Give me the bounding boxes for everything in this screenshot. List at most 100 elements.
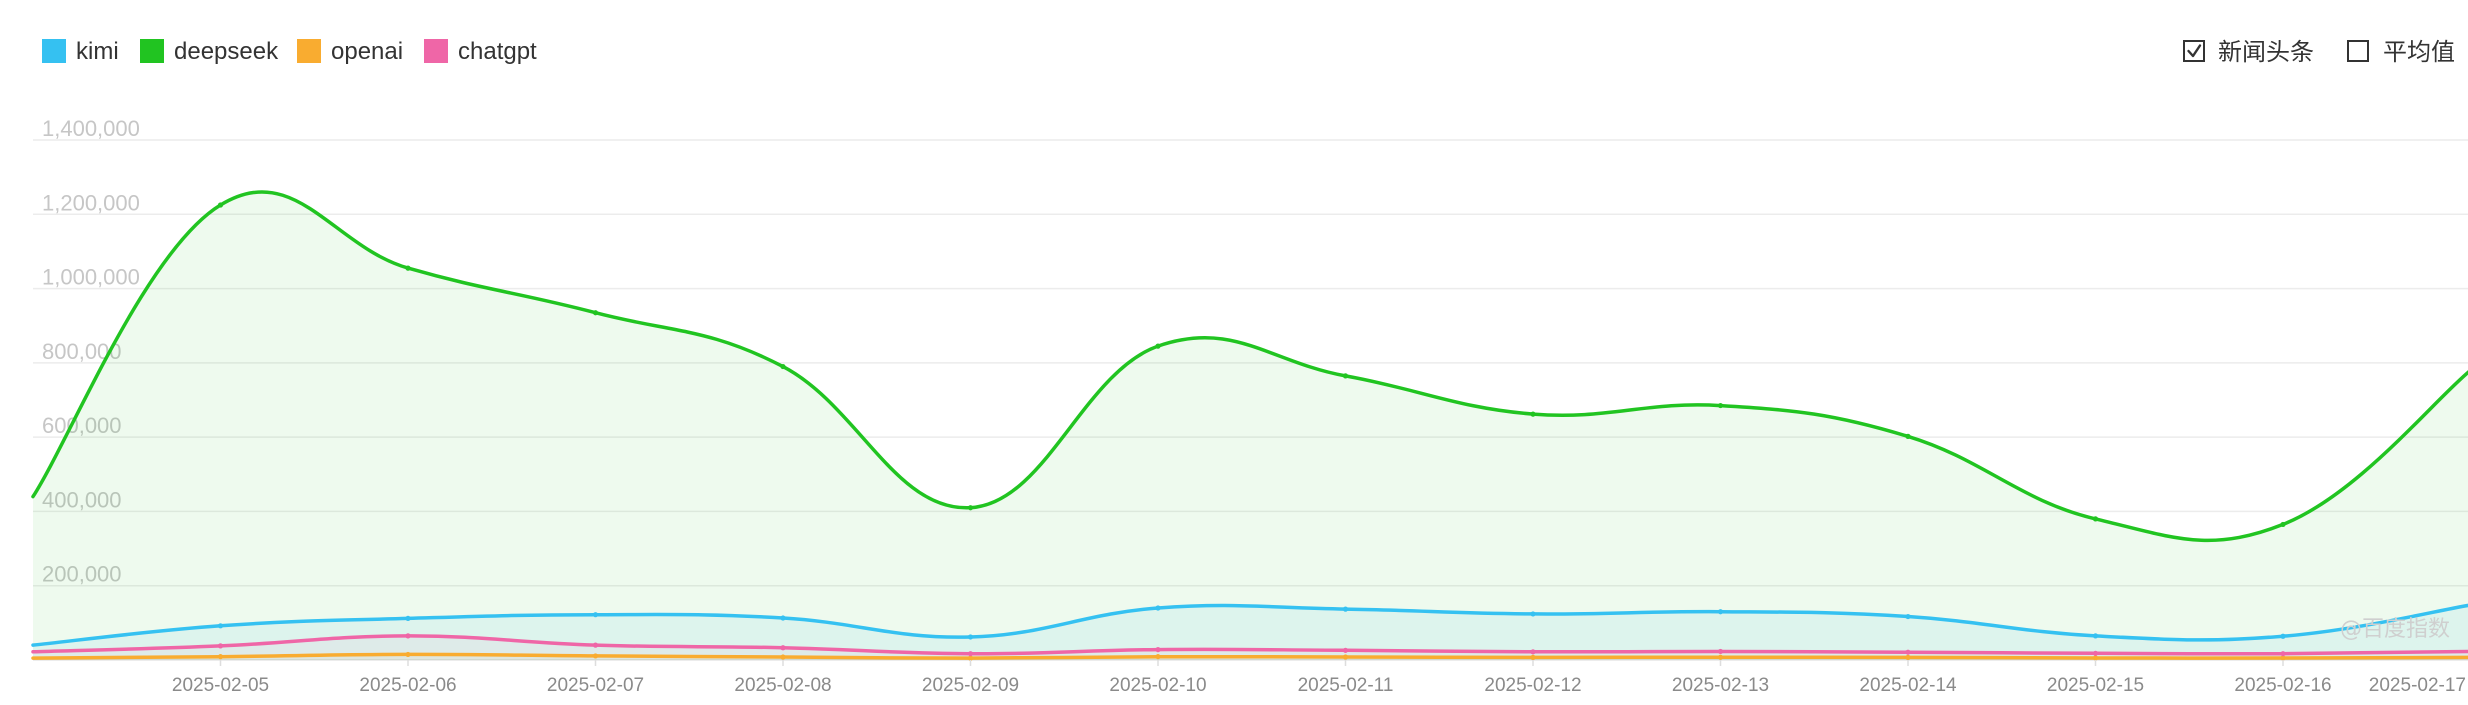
chatgpt-point[interactable]	[1717, 648, 1724, 655]
openai-point[interactable]	[2280, 655, 2286, 661]
chatgpt-point[interactable]	[1155, 647, 1161, 653]
x-tick-label: 2025-02-15	[2047, 675, 2144, 696]
x-tick-label: 2025-02-08	[734, 675, 831, 696]
kimi-point[interactable]	[592, 612, 599, 618]
openai-point[interactable]	[1530, 654, 1536, 661]
chatgpt-point[interactable]	[1530, 649, 1536, 655]
chatgpt-line[interactable]	[31, 634, 2468, 656]
check-icon	[2187, 44, 2202, 58]
deepseek-point[interactable]	[1717, 402, 1724, 409]
chatgpt-point[interactable]	[1905, 649, 1911, 655]
legend-label[interactable]: deepseek	[174, 38, 279, 65]
series-lines	[31, 190, 2468, 660]
y-tick-label: 200,000	[42, 562, 122, 587]
deepseek-area	[33, 192, 2468, 660]
deepseek-point[interactable]	[405, 265, 411, 271]
average-checkbox[interactable]	[2347, 40, 2369, 62]
openai-point[interactable]	[1905, 654, 1911, 661]
x-tick-label: 2025-02-17	[2369, 675, 2466, 696]
kimi-point[interactable]	[217, 623, 224, 629]
x-tick-label: 2025-02-06	[359, 675, 456, 696]
kimi-point[interactable]	[780, 615, 786, 621]
x-tick-label: 2025-02-05	[172, 675, 269, 696]
legend: kimi deepseek openai chatgpt	[42, 38, 537, 65]
kimi-line[interactable]	[31, 603, 2468, 647]
chatgpt-point[interactable]	[592, 642, 599, 648]
series-areas	[33, 192, 2468, 660]
x-axis: 2025-02-05 2025-02-06 2025-02-07 2025-02-08…	[172, 660, 2466, 696]
kimi-point[interactable]	[967, 634, 974, 640]
x-tick-label: 2025-02-10	[1109, 675, 1206, 696]
deepseek-line[interactable]	[31, 190, 2468, 543]
y-tick-label: 600,000	[42, 413, 122, 438]
legend-item-deepseek[interactable]: deepseek	[140, 38, 279, 65]
openai-line[interactable]	[31, 652, 2468, 660]
kimi-point[interactable]	[1530, 611, 1536, 617]
legend-label[interactable]: openai	[331, 38, 403, 65]
chatgpt-point[interactable]	[780, 645, 786, 651]
openai-point[interactable]	[2092, 655, 2099, 661]
x-tick-label: 2025-02-13	[1672, 675, 1769, 696]
x-tick-label: 2025-02-09	[922, 675, 1019, 696]
chatgpt-point[interactable]	[2280, 651, 2286, 657]
average-option[interactable]: 平均值	[2347, 38, 2455, 66]
kimi-point[interactable]	[2092, 633, 2099, 639]
legend-item-openai[interactable]: openai	[297, 38, 403, 65]
y-tick-label: 1,400,000	[42, 116, 140, 141]
kimi-point[interactable]	[1342, 606, 1349, 612]
openai-point[interactable]	[217, 654, 224, 660]
openai-point[interactable]	[1717, 654, 1724, 660]
openai-point[interactable]	[1155, 654, 1161, 660]
deepseek-point[interactable]	[967, 505, 974, 511]
deepseek-point[interactable]	[1530, 411, 1536, 417]
deepseek-point[interactable]	[1342, 373, 1349, 379]
average-label[interactable]: 平均值	[2383, 38, 2455, 66]
kimi-point[interactable]	[405, 615, 411, 622]
kimi-point[interactable]	[1905, 613, 1911, 620]
openai-point[interactable]	[967, 655, 974, 661]
x-tick-label: 2025-02-14	[1859, 675, 1957, 696]
x-tick-label: 2025-02-07	[547, 675, 644, 696]
chatgpt-point[interactable]	[2092, 650, 2099, 656]
y-tick-label: 1,200,000	[42, 190, 140, 215]
kimi-point[interactable]	[1155, 605, 1161, 611]
deepseek-point[interactable]	[2280, 521, 2286, 528]
deepseek-point[interactable]	[1905, 433, 1911, 439]
kimi-point[interactable]	[1717, 609, 1724, 615]
watermark: @百度指数	[2340, 617, 2450, 642]
series-points	[217, 202, 2286, 661]
headline-label[interactable]: 新闻头条	[2218, 38, 2314, 66]
y-axis: 200,000400,000600,000800,0001,000,0001,2…	[42, 116, 140, 587]
deepseek-point[interactable]	[217, 202, 224, 208]
openai-point[interactable]	[1342, 654, 1349, 660]
x-tick-label: 2025-02-16	[2234, 675, 2331, 696]
deepseek-point[interactable]	[2092, 516, 2099, 522]
deepseek-point[interactable]	[592, 310, 599, 316]
chatgpt-point[interactable]	[405, 633, 411, 639]
legend-swatch[interactable]	[424, 39, 448, 63]
legend-swatch[interactable]	[297, 39, 321, 63]
openai-point[interactable]	[592, 653, 599, 659]
kimi-point[interactable]	[2280, 633, 2286, 639]
chatgpt-point[interactable]	[1342, 647, 1349, 653]
y-tick-label: 400,000	[42, 487, 122, 512]
x-tick-label: 2025-02-11	[1298, 675, 1394, 696]
legend-label[interactable]: chatgpt	[458, 38, 537, 65]
headline-checkbox[interactable]	[2183, 40, 2205, 62]
legend-item-chatgpt[interactable]: chatgpt	[424, 38, 537, 65]
openai-point[interactable]	[405, 651, 411, 658]
legend-label[interactable]: kimi	[76, 38, 119, 65]
legend-swatch[interactable]	[140, 39, 164, 63]
deepseek-point[interactable]	[780, 363, 786, 370]
openai-point[interactable]	[780, 654, 786, 660]
grid-lines	[33, 139, 2468, 661]
deepseek-point[interactable]	[1155, 343, 1161, 349]
chatgpt-point[interactable]	[967, 651, 974, 657]
legend-item-kimi[interactable]: kimi	[42, 38, 119, 65]
headline-option[interactable]: 新闻头条	[2183, 38, 2314, 66]
y-tick-label: 1,000,000	[42, 265, 140, 290]
chatgpt-point[interactable]	[217, 643, 224, 649]
x-tick-label: 2025-02-12	[1484, 675, 1581, 696]
legend-swatch[interactable]	[42, 39, 66, 63]
